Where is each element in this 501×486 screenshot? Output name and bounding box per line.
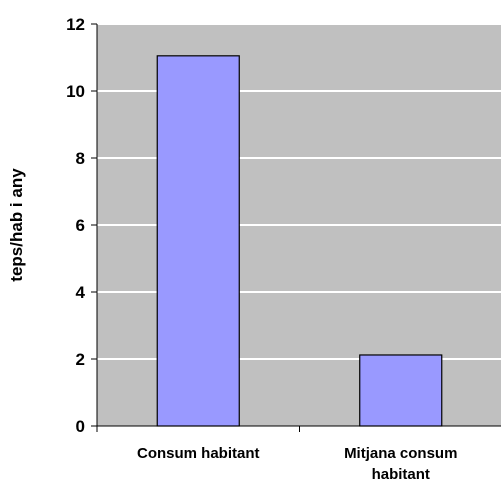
x-category-label: Consum habitant xyxy=(137,445,260,462)
x-category-label: habitant xyxy=(372,466,430,483)
y-tick-label: 10 xyxy=(66,82,85,101)
y-tick-label: 12 xyxy=(66,15,85,34)
y-tick-label: 8 xyxy=(76,149,85,168)
x-ticks: Consum habitant Mitjana consum habitant xyxy=(97,426,501,483)
bar xyxy=(157,56,239,426)
y-axis-title: teps/hab i any xyxy=(7,168,26,282)
y-tick-label: 2 xyxy=(76,350,85,369)
y-tick-label: 0 xyxy=(76,417,85,436)
y-ticks: 0 2 4 6 8 10 12 xyxy=(66,15,97,436)
x-category-label: Mitjana consum xyxy=(344,445,457,462)
y-tick-label: 4 xyxy=(76,283,86,302)
y-tick-label: 6 xyxy=(76,216,85,235)
bar xyxy=(360,355,442,426)
